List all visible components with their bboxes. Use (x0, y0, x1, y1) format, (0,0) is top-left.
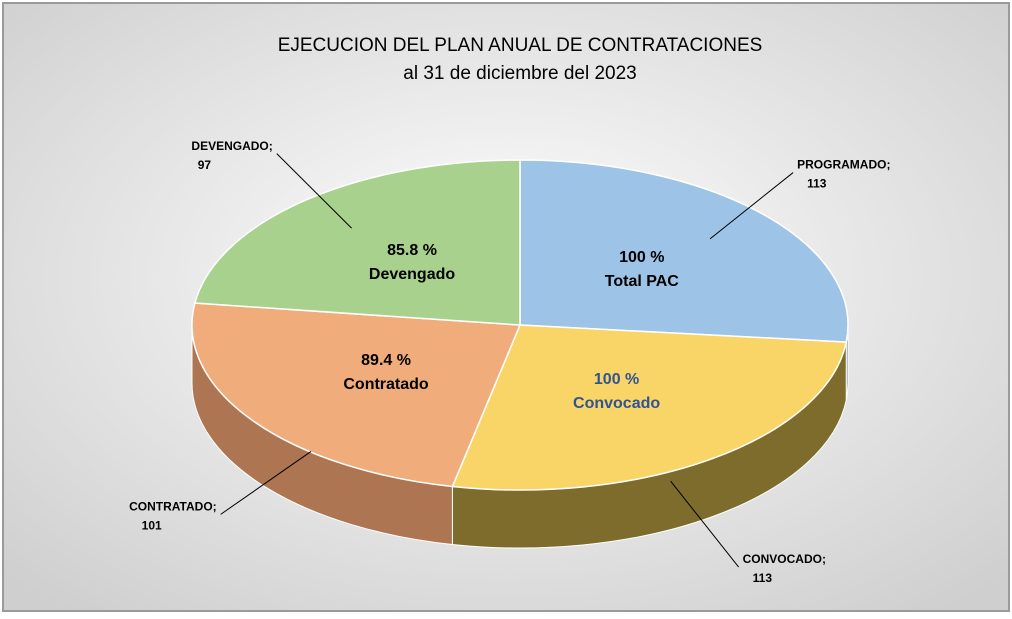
outer-label-name: CONVOCADO; (743, 552, 826, 566)
pie-slice (191, 302, 522, 488)
chart-subtitle: al 31 de diciembre del 2023 (403, 63, 636, 84)
outer-label-value: 113 (807, 177, 827, 191)
pie-slice (519, 159, 849, 343)
leader-line (276, 153, 352, 229)
outer-label-value: 97 (198, 158, 212, 172)
inner-name: Contratado (343, 376, 429, 393)
outer-label-name: DEVENGADO; (191, 139, 272, 153)
inner-label: 100 % (594, 371, 639, 388)
inner-label: 89.4 % (361, 352, 411, 369)
outer-label-name: PROGRAMADO; (797, 158, 890, 172)
inner-name: Devengado (369, 266, 455, 283)
inner-label: 100 % (619, 249, 664, 266)
outer-label-name: CONTRATADO; (129, 500, 217, 514)
inner-name: Total PAC (605, 273, 680, 290)
pie-slice (451, 324, 848, 491)
outer-label-value: 113 (753, 571, 773, 585)
inner-label: 85.8 % (387, 242, 437, 259)
inner-name: Convocado (573, 395, 660, 412)
pie-slice (193, 159, 521, 326)
chart-title: EJECUCION DEL PLAN ANUAL DE CONTRATACION… (278, 35, 763, 56)
outer-label-value: 101 (142, 519, 162, 533)
leader-line (220, 451, 312, 515)
leader-line (709, 172, 794, 240)
leader-line (670, 480, 740, 568)
